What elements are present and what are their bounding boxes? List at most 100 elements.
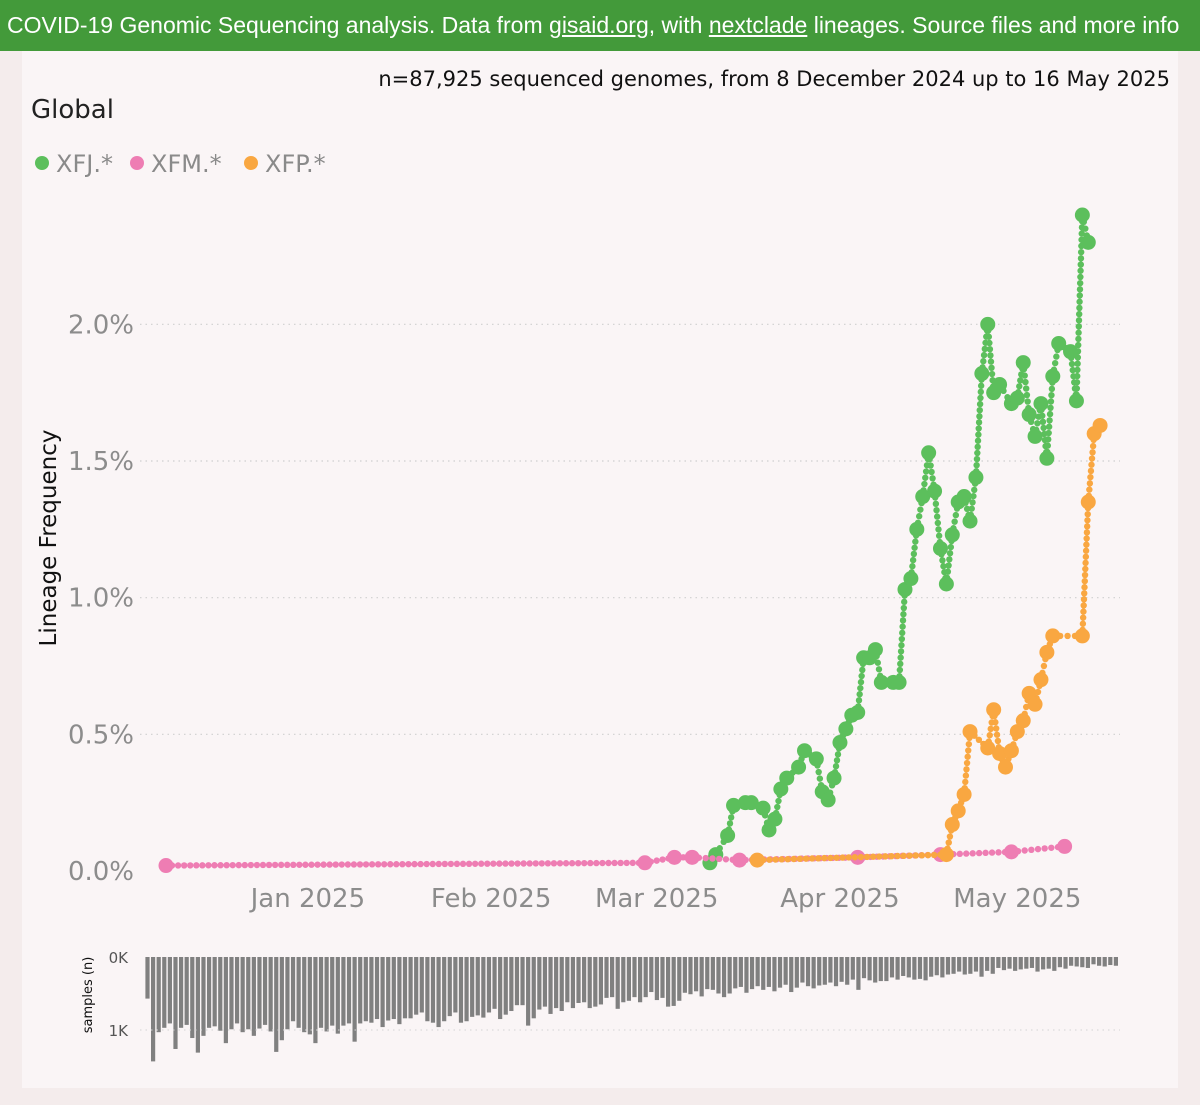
data-point[interactable] — [927, 483, 943, 499]
data-point[interactable] — [767, 811, 783, 827]
data-point[interactable] — [158, 858, 174, 874]
data-point[interactable] — [1074, 628, 1090, 644]
legend-xfm-marker[interactable] — [130, 156, 144, 170]
data-point[interactable] — [637, 855, 653, 871]
data-point[interactable] — [1027, 696, 1043, 712]
trend-dot — [187, 862, 194, 869]
data-point[interactable] — [743, 795, 759, 811]
data-point[interactable] — [992, 376, 1008, 392]
data-point[interactable] — [731, 852, 747, 868]
data-point[interactable] — [944, 527, 960, 543]
data-point[interactable] — [1045, 628, 1061, 644]
data-point[interactable] — [1057, 838, 1073, 854]
nextclade-link[interactable]: nextclade — [708, 12, 808, 38]
data-point[interactable] — [974, 366, 990, 382]
legend-xfp-label[interactable]: XFP.* — [265, 150, 326, 178]
legend-xfm-label[interactable]: XFM.* — [151, 150, 222, 178]
data-point[interactable] — [867, 642, 883, 658]
data-point[interactable] — [903, 571, 919, 587]
data-point[interactable] — [950, 803, 966, 819]
data-point[interactable] — [761, 822, 777, 838]
trend-dot — [447, 860, 455, 868]
data-point[interactable] — [962, 513, 978, 529]
trend-dot — [921, 480, 928, 488]
trend-dot — [933, 513, 941, 520]
data-point[interactable] — [838, 721, 854, 737]
data-point[interactable] — [720, 827, 736, 843]
data-point[interactable] — [1021, 685, 1037, 701]
data-point[interactable] — [1068, 393, 1084, 409]
sample-bar — [251, 957, 256, 1036]
data-point[interactable] — [897, 581, 913, 597]
data-point[interactable] — [962, 724, 978, 740]
data-point[interactable] — [808, 751, 824, 767]
trend-dot — [593, 859, 600, 867]
data-point[interactable] — [755, 800, 771, 816]
sample-bar — [833, 957, 839, 987]
data-point[interactable] — [956, 786, 972, 802]
data-point[interactable] — [826, 770, 842, 786]
trend-dot — [1080, 596, 1088, 603]
data-point[interactable] — [684, 849, 700, 865]
data-point[interactable] — [992, 745, 1008, 761]
data-point[interactable] — [944, 817, 960, 833]
data-point[interactable] — [938, 847, 954, 863]
data-point[interactable] — [915, 489, 931, 505]
data-point[interactable] — [820, 792, 836, 808]
data-point[interactable] — [1092, 417, 1108, 433]
x-tick-label: Jan 2025 — [249, 884, 366, 914]
data-point[interactable] — [968, 469, 984, 485]
data-point[interactable] — [1015, 713, 1031, 729]
trend-dot — [423, 860, 430, 868]
data-point[interactable] — [1063, 344, 1079, 360]
data-point[interactable] — [1009, 390, 1025, 406]
data-point[interactable] — [796, 743, 812, 759]
trend-dot — [1016, 383, 1023, 390]
data-point[interactable] — [779, 770, 795, 786]
data-point[interactable] — [1039, 450, 1055, 466]
data-point[interactable] — [1045, 368, 1061, 384]
data-point[interactable] — [1027, 428, 1043, 444]
data-point[interactable] — [932, 540, 948, 556]
data-point[interactable] — [909, 521, 925, 537]
x-tick-label: May 2025 — [953, 884, 1081, 914]
legend-xfp-marker[interactable] — [244, 156, 258, 170]
data-point[interactable] — [980, 316, 996, 332]
data-point[interactable] — [1051, 335, 1067, 351]
data-point[interactable] — [749, 852, 765, 868]
legend-xfj-label[interactable]: XFJ.* — [56, 150, 113, 178]
trend-dot — [1046, 417, 1053, 424]
data-point[interactable] — [1003, 844, 1019, 860]
data-point[interactable] — [1080, 494, 1096, 510]
data-point[interactable] — [1074, 207, 1090, 223]
data-point[interactable] — [850, 704, 866, 720]
legend-xfj-marker[interactable] — [35, 156, 49, 170]
data-point[interactable] — [726, 797, 742, 813]
data-point[interactable] — [986, 702, 1002, 718]
data-point[interactable] — [666, 849, 682, 865]
trend-dot — [821, 854, 828, 862]
data-point[interactable] — [791, 759, 807, 775]
data-point[interactable] — [891, 674, 907, 690]
data-point[interactable] — [980, 740, 996, 756]
data-point[interactable] — [956, 489, 972, 505]
data-point[interactable] — [1015, 355, 1031, 371]
gisaid-link[interactable]: gisaid.org — [549, 12, 649, 38]
data-point[interactable] — [773, 781, 789, 797]
data-point[interactable] — [1003, 743, 1019, 759]
data-point[interactable] — [873, 674, 889, 690]
sample-bar — [274, 957, 279, 1052]
data-point[interactable] — [938, 576, 954, 592]
data-point[interactable] — [921, 445, 937, 461]
trend-dot — [247, 861, 255, 869]
data-point[interactable] — [832, 735, 848, 751]
data-point[interactable] — [1033, 396, 1049, 412]
data-point[interactable] — [1080, 234, 1096, 250]
data-point[interactable] — [997, 759, 1013, 775]
data-point[interactable] — [1021, 407, 1037, 423]
data-point[interactable] — [1009, 724, 1025, 740]
trend-dot — [362, 861, 370, 868]
data-point[interactable] — [1039, 644, 1055, 660]
data-point[interactable] — [1033, 672, 1049, 688]
trend-dot — [478, 860, 485, 867]
